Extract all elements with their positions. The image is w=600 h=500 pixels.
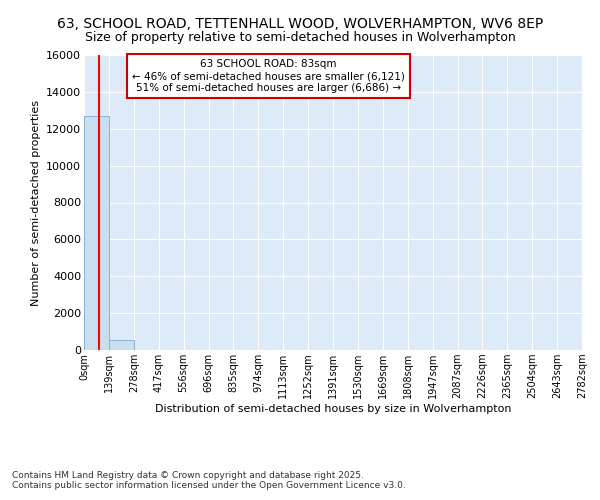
Y-axis label: Number of semi-detached properties: Number of semi-detached properties [31, 100, 41, 306]
Bar [109, 340, 134, 350]
X-axis label: Distribution of semi-detached houses by size in Wolverhampton: Distribution of semi-detached houses by … [155, 404, 511, 414]
Bar [84, 116, 109, 350]
Text: Contains HM Land Registry data © Crown copyright and database right 2025.
Contai: Contains HM Land Registry data © Crown c… [12, 470, 406, 490]
Text: Size of property relative to semi-detached houses in Wolverhampton: Size of property relative to semi-detach… [85, 31, 515, 44]
Text: 63, SCHOOL ROAD, TETTENHALL WOOD, WOLVERHAMPTON, WV6 8EP: 63, SCHOOL ROAD, TETTENHALL WOOD, WOLVER… [57, 18, 543, 32]
Text: 63 SCHOOL ROAD: 83sqm
← 46% of semi-detached houses are smaller (6,121)
51% of s: 63 SCHOOL ROAD: 83sqm ← 46% of semi-deta… [132, 60, 404, 92]
